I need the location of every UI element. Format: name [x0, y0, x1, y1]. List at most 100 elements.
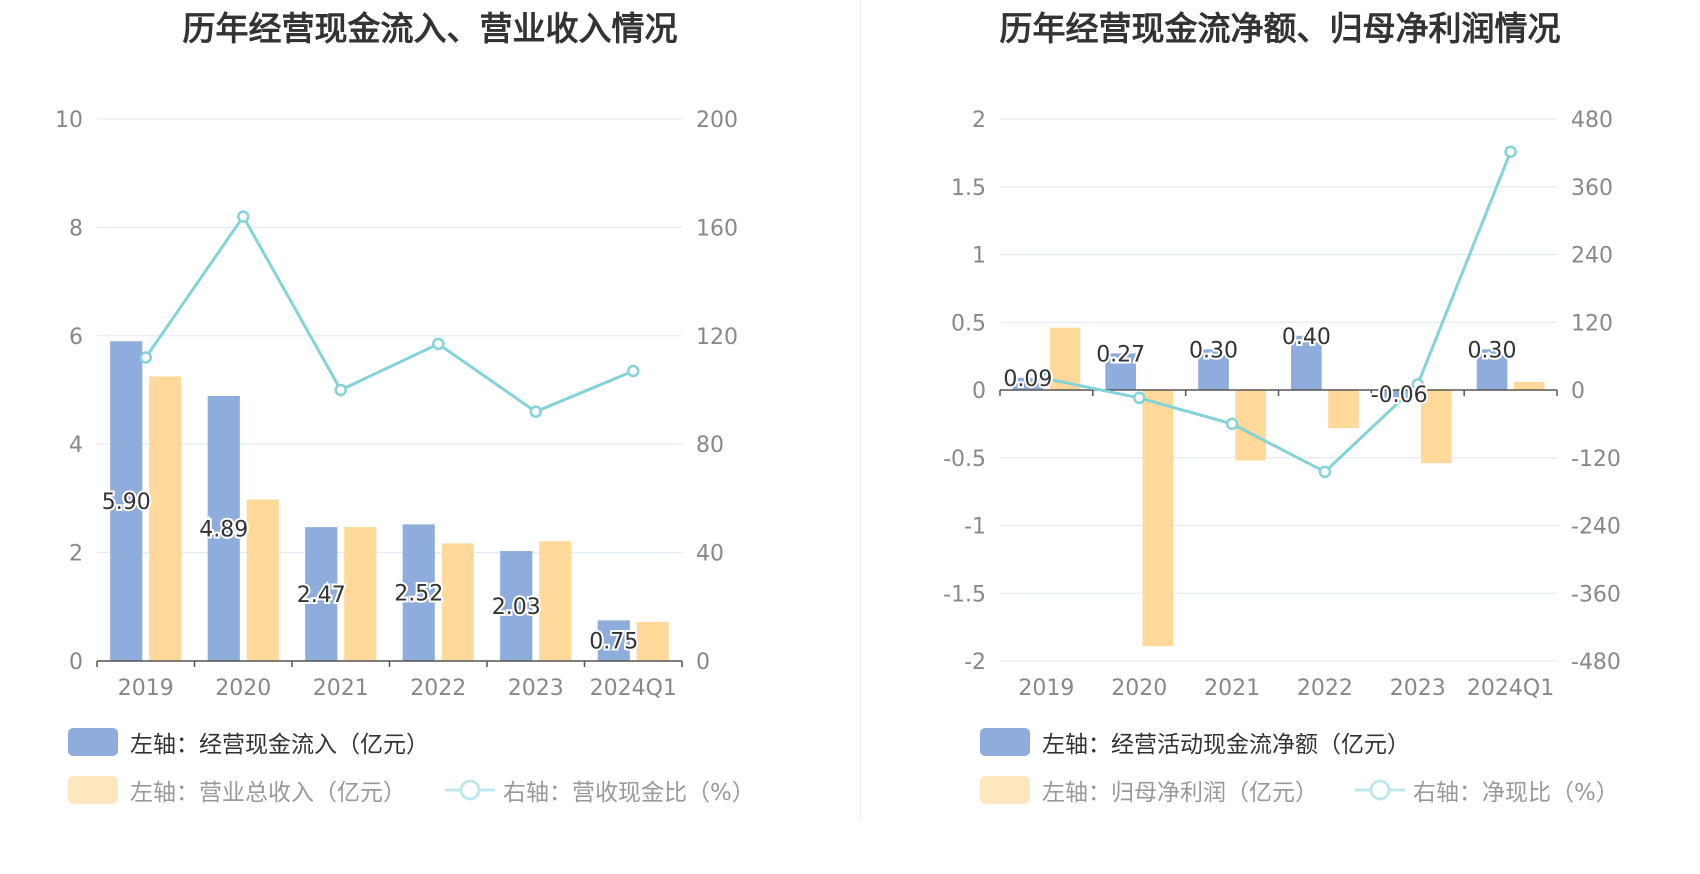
right-left-tick-label: 2	[972, 108, 986, 133]
left-left-tick-label: 10	[55, 108, 83, 133]
left-legend-bar2-label: 左轴：营业总收入（亿元）	[130, 780, 406, 806]
left-line-point	[334, 383, 347, 397]
left-x-tick-label: 2019	[118, 676, 174, 701]
right-legend-bar2-label: 左轴：归母净利润（亿元）	[1042, 780, 1318, 806]
right-bar-1	[1476, 349, 1508, 390]
left-x-tick-label: 2020	[215, 676, 271, 701]
left-x-tick-label: 2022	[410, 676, 466, 701]
right-left-tick-label: 0.5	[951, 311, 986, 336]
right-data-label: 0.30	[1189, 338, 1238, 363]
left-bar-1	[597, 620, 630, 661]
left-line-series	[144, 213, 634, 414]
right-x-tick-label: 2022	[1297, 676, 1353, 701]
right-right-tick-label: 360	[1571, 176, 1613, 201]
left-bar-1	[110, 341, 143, 661]
right-right-tick-label: -240	[1571, 515, 1621, 540]
right-bar-1	[1291, 335, 1322, 390]
right-data-label: 0.09	[1003, 367, 1052, 392]
left-data-label: 4.89	[199, 517, 248, 542]
left-right-tick-label: 40	[696, 542, 724, 567]
right-left-tick-label: 0	[972, 379, 986, 404]
right-legend-bar2-swatch	[980, 776, 1030, 804]
left-x-tick-label: 2021	[313, 676, 369, 701]
left-bar-2	[441, 543, 474, 661]
right-x-tick-label: 2023	[1390, 676, 1446, 701]
right-right-tick-label: -120	[1571, 447, 1621, 472]
left-bar-1	[500, 550, 533, 661]
right-left-tick-label: -0.5	[943, 447, 986, 472]
right-right-tick-label: 0	[1571, 379, 1585, 404]
right-bar-2	[1513, 381, 1545, 390]
panel-divider	[860, 0, 861, 820]
right-x-tick-label: 2020	[1111, 676, 1167, 701]
left-left-tick-label: 2	[69, 542, 83, 567]
left-bar-2	[149, 376, 182, 661]
left-legend-bar1[interactable]: 左轴：经营现金流入（亿元）	[68, 725, 429, 759]
right-right-tick-label: -480	[1571, 650, 1621, 675]
left-data-label: 2.03	[492, 595, 541, 620]
left-bar-1	[402, 524, 435, 661]
right-data-label: 0.40	[1282, 325, 1331, 350]
left-legend-bar2-swatch	[68, 776, 118, 804]
right-x-tick-label: 2021	[1204, 676, 1260, 701]
right-legend-line-label: 右轴：净现比（%）	[1413, 780, 1619, 806]
left-data-label: 0.75	[589, 630, 638, 655]
left-left-tick-label: 0	[69, 650, 83, 675]
right-legend-bar2[interactable]: 左轴：归母净利润（亿元）	[980, 773, 1318, 807]
left-bar-1	[305, 527, 338, 661]
right-line-point	[1225, 417, 1239, 431]
right-legend-bar1[interactable]: 左轴：经营活动现金流净额（亿元）	[980, 725, 1410, 759]
right-data-label: 0.30	[1468, 338, 1517, 363]
right-right-tick-label: 480	[1571, 108, 1613, 133]
left-left-tick-label: 6	[69, 325, 83, 350]
right-right-tick-label: 120	[1571, 311, 1613, 336]
left-legend-line-label: 右轴：营收现金比（%）	[503, 780, 755, 806]
right-bar-1	[1198, 349, 1229, 390]
left-legend-line-swatch	[445, 776, 495, 804]
left-x-tick-label: 2023	[508, 676, 564, 701]
right-x-tick-label: 2024Q1	[1467, 676, 1554, 701]
right-line-point	[1040, 372, 1053, 385]
right-data-label: 0.27	[1096, 342, 1145, 367]
right-chart-title: 历年经营现金流净额、归母净利润情况	[999, 9, 1561, 48]
right-chart-panel: -2 -480 -1.5 -360 -1 -240 -0.5 -120 0 0 0.5 120 1 240…	[860, 0, 1700, 874]
left-legend-line[interactable]: 右轴：营收现金比（%）	[445, 773, 755, 807]
right-bar-2	[1328, 390, 1359, 428]
right-line-point	[1133, 391, 1146, 405]
right-bar-2	[1420, 390, 1452, 464]
right-legend-bar1-swatch	[980, 728, 1030, 756]
left-bar-2	[636, 621, 669, 661]
left-data-label: 2.47	[297, 583, 346, 608]
left-line-point	[432, 337, 445, 351]
right-legend-line[interactable]: 右轴：净现比（%）	[1355, 773, 1619, 807]
right-line-series	[1046, 151, 1512, 474]
right-line-point	[1504, 145, 1517, 158]
left-legend-bar1-swatch	[68, 728, 118, 756]
left-line-point	[139, 351, 152, 364]
left-line-point	[529, 405, 542, 418]
left-left-tick-label: 8	[69, 216, 83, 241]
right-line-point	[1318, 465, 1332, 479]
left-bar-2	[539, 541, 572, 661]
right-bar-1	[1383, 390, 1415, 399]
left-legend-bar2[interactable]: 左轴：营业总收入（亿元）	[68, 773, 406, 807]
right-right-tick-label: -360	[1571, 582, 1621, 607]
left-bar-2	[344, 527, 377, 661]
right-bar-1	[1105, 353, 1137, 390]
right-bar-1	[1012, 377, 1044, 390]
left-left-tick-label: 4	[69, 433, 83, 458]
right-legend-bar1-label: 左轴：经营活动现金流净额（亿元）	[1042, 732, 1410, 758]
left-right-tick-label: 200	[696, 108, 738, 133]
left-right-tick-label: 120	[696, 325, 738, 350]
right-left-tick-label: -2	[964, 650, 986, 675]
right-chart: -2 -480 -1.5 -360 -1 -240 -0.5 -120 0 0 0.5 120 1 240…	[943, 108, 1621, 701]
left-bar-1	[207, 395, 240, 661]
left-line-point	[627, 364, 640, 378]
right-bar-2	[1235, 390, 1266, 461]
right-left-tick-label: -1	[964, 515, 986, 540]
right-bar-2	[1142, 390, 1174, 647]
right-right-tick-label: 240	[1571, 244, 1613, 269]
right-legend-line-swatch	[1355, 776, 1405, 804]
left-right-tick-label: 80	[696, 433, 724, 458]
right-left-tick-label: -1.5	[943, 582, 986, 607]
